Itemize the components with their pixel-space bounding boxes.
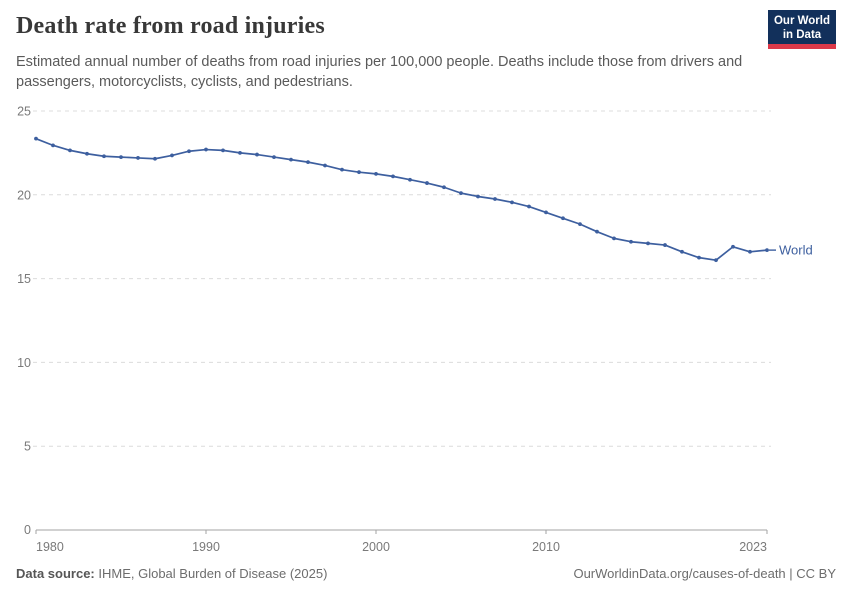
data-point[interactable] [289,157,293,162]
y-axis-label: 10 [17,356,31,370]
data-point[interactable] [629,239,633,244]
data-point[interactable] [561,216,565,221]
data-point[interactable] [714,258,718,263]
data-point[interactable] [255,152,259,157]
data-point[interactable] [102,154,106,159]
x-axis-label: 2000 [362,540,390,554]
owid-logo-line2: in Data [782,28,822,41]
data-point[interactable] [323,163,327,168]
data-point[interactable] [374,171,378,176]
data-line[interactable] [35,137,768,262]
data-point[interactable] [527,204,531,209]
data-point[interactable] [391,174,395,179]
x-axis-label: 1980 [36,540,64,554]
data-point[interactable] [85,151,89,156]
data-point[interactable] [153,156,157,161]
page-title: Death rate from road injuries [16,13,325,39]
data-point[interactable] [510,200,514,205]
data-point[interactable] [646,241,650,246]
data-source: Data source: IHME, Global Burden of Dise… [16,566,327,581]
data-point[interactable] [221,148,225,153]
data-source-label: Data source: [16,566,95,581]
data-point[interactable] [544,210,548,215]
y-axis-label: 15 [17,272,31,286]
data-point[interactable] [68,148,72,153]
data-point[interactable] [238,151,242,155]
data-point[interactable] [663,243,667,247]
credit-link[interactable]: OurWorldinData.org/causes-of-death | CC … [573,566,836,581]
owid-logo-line1: Our World [773,15,830,27]
data-point[interactable] [119,155,123,159]
data-point[interactable] [765,248,769,253]
data-point[interactable] [442,185,446,190]
data-point[interactable] [170,153,174,158]
data-point[interactable] [51,143,55,148]
data-point[interactable] [34,136,38,141]
data-point[interactable] [340,167,344,172]
data-point[interactable] [459,191,463,196]
x-axis-label: 1990 [192,540,220,554]
data-point[interactable] [408,177,412,182]
data-point[interactable] [680,249,684,254]
data-source-text: IHME, Global Burden of Disease (2025) [94,566,328,581]
data-point[interactable] [493,197,497,201]
data-point[interactable] [595,229,599,234]
data-point[interactable] [425,181,429,185]
data-point[interactable] [697,255,701,260]
owid-logo[interactable]: Our World in Data [768,10,836,49]
data-point[interactable] [272,155,276,159]
data-point[interactable] [204,147,208,152]
data-point[interactable] [187,149,191,154]
data-point[interactable] [306,160,310,165]
data-point[interactable] [612,236,616,241]
y-axis-label: 20 [17,188,31,202]
x-axis-label: 2010 [532,540,560,554]
data-point[interactable] [731,244,735,249]
chart-subtitle: Estimated annual number of deaths from r… [16,54,743,90]
data-point[interactable] [357,170,361,175]
data-point[interactable] [748,249,752,254]
chart-footer: Data source: IHME, Global Burden of Dise… [0,566,850,581]
y-axis-label: 0 [24,523,31,537]
data-point[interactable] [476,194,480,199]
x-axis-label: 2023 [739,540,767,554]
series-label-world[interactable]: World [779,243,813,258]
y-axis-label: 25 [17,105,31,119]
y-axis-label: 5 [24,440,31,454]
data-point[interactable] [136,156,140,160]
data-point[interactable] [578,222,582,227]
